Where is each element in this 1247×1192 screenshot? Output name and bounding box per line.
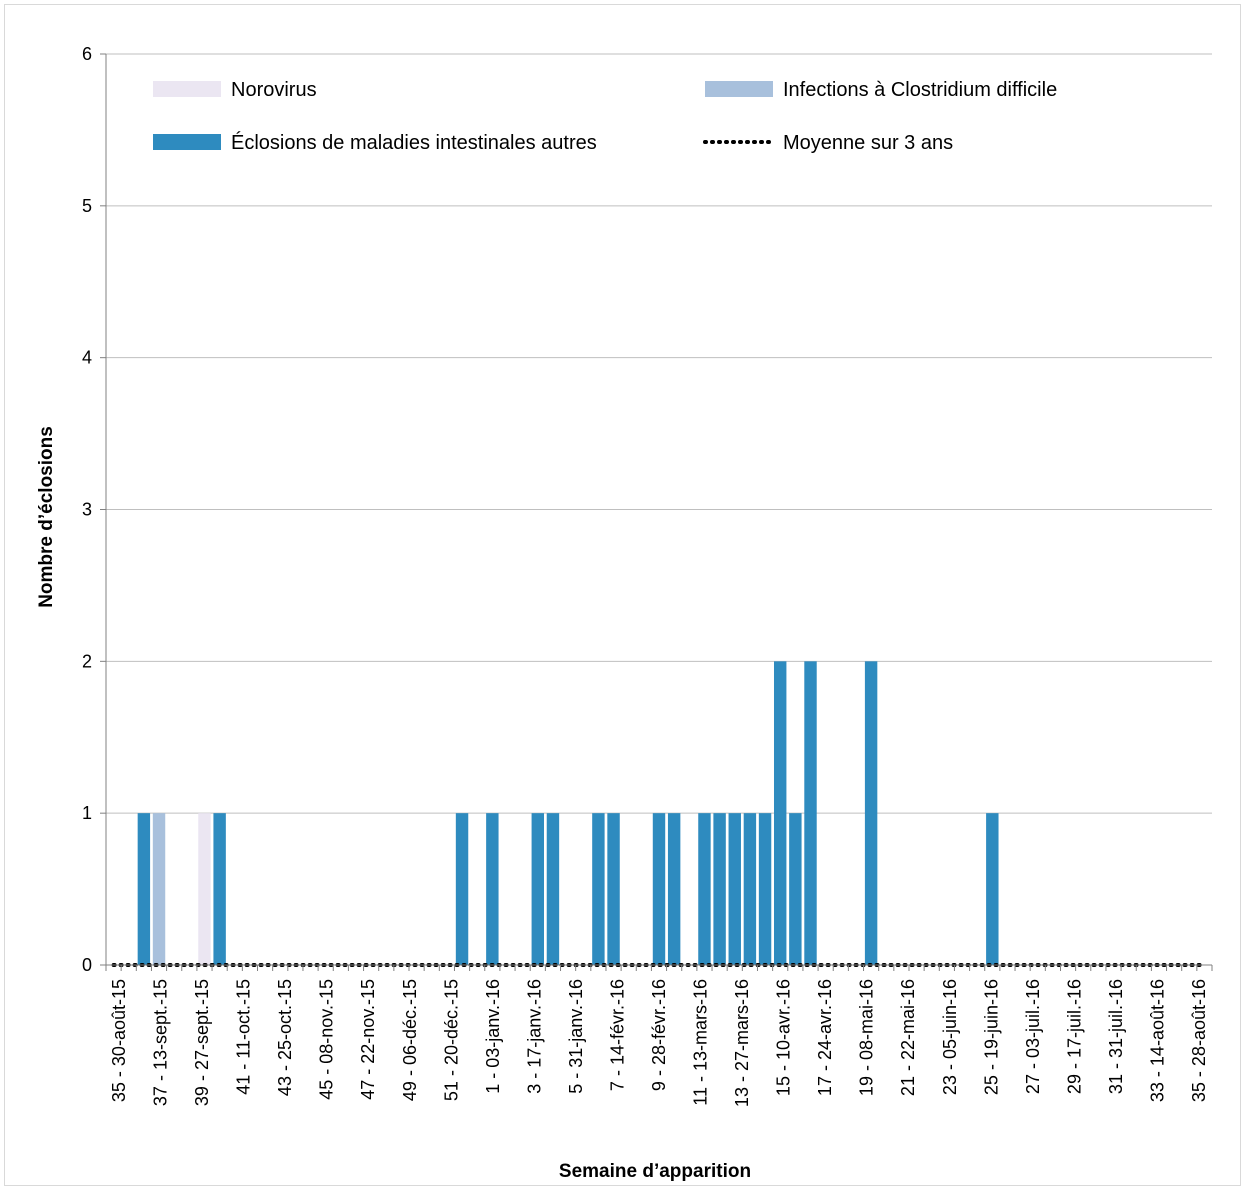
x-tick-label: 27 - 03-juil.-16 [1023, 979, 1043, 1094]
x-tick-label: 35 - 28-août-16 [1189, 979, 1209, 1102]
x-tick-label: 17 - 24-avr.-16 [815, 979, 835, 1096]
x-tick-label: 13 - 27-mars-16 [732, 979, 752, 1107]
bar-segment [789, 813, 802, 965]
x-tick-label: 1 - 03-janv.-16 [483, 979, 503, 1094]
x-tick-label: 25 - 19-juin-16 [981, 979, 1001, 1095]
legend-label: Norovirus [231, 79, 317, 101]
legend-swatch [153, 134, 221, 150]
bar-segment [758, 813, 772, 965]
x-tick-label: 49 - 06-déc.-15 [400, 979, 420, 1101]
x-tick-label: 41 - 11-oct.-15 [234, 979, 254, 1095]
outbreak-chart: 0 1 2 3 4 5 6 35 - 30-août-15 37 - 13-sept.-15 39… [36, 44, 1213, 1182]
bar-segment [773, 661, 787, 965]
x-tick-label: 15 - 10-avr.-16 [774, 979, 794, 1096]
y-tick-label: 2 [82, 651, 92, 671]
x-tick-label: 5 - 31-janv.-16 [566, 979, 586, 1094]
bar-segment [546, 813, 560, 965]
y-axis-title: Nombre d’éclosions [36, 426, 57, 608]
x-tick-label: 19 - 08-mai-16 [857, 979, 877, 1096]
y-tick-label: 6 [82, 44, 92, 64]
legend-label: Moyenne sur 3 ans [783, 132, 953, 154]
bar-segment [743, 813, 757, 965]
y-tick-label: 3 [82, 500, 92, 520]
y-tick-label: 0 [82, 955, 92, 975]
y-tick-label: 1 [82, 803, 92, 823]
bar-segment [607, 813, 620, 965]
bar-segment [667, 813, 681, 965]
x-tick-label: 43 - 25-oct.-15 [275, 979, 295, 1096]
bar-segment [864, 661, 878, 965]
x-axis-title: Semaine d’apparition [559, 1161, 751, 1182]
chart-frame: 0 1 2 3 4 5 6 35 - 30-août-15 37 - 13-sept.-15 39… [4, 4, 1241, 1186]
legend: Norovirus Infections à Clostridium diffic… [153, 79, 1057, 154]
x-tick-label: 31 - 31-juil.-16 [1106, 979, 1126, 1094]
x-tick-label: 39 - 27-sept.-15 [192, 979, 212, 1106]
bar-segment [713, 813, 726, 965]
bar-segment [198, 813, 211, 965]
x-tick-label: 3 - 17-janv.-16 [524, 979, 544, 1094]
legend-swatch [705, 81, 773, 97]
x-tick-label: 33 - 14-août-16 [1148, 979, 1168, 1102]
bar-segment [531, 813, 545, 965]
x-tick-label: 21 - 22-mai-16 [898, 979, 918, 1096]
legend-swatch [153, 81, 221, 97]
bar-segment [137, 813, 151, 965]
bar-segment [986, 813, 999, 965]
axes-layer: 0 1 2 3 4 5 6 35 - 30-août-15 37 - 13-sept.-15 39… [82, 44, 1213, 1107]
bar-segment [592, 813, 605, 965]
x-tick-label: 23 - 05-juin-16 [940, 979, 960, 1095]
bar-segment [804, 661, 817, 965]
x-tick-label: 37 - 13-sept.-15 [151, 979, 171, 1106]
x-tick-label: 45 - 08-nov.-15 [317, 979, 337, 1100]
bars-layer [137, 661, 999, 965]
bar-segment [728, 813, 741, 965]
bar-segment [213, 813, 226, 965]
x-tick-label: 47 - 22-nov.-15 [358, 979, 378, 1100]
y-tick-label: 5 [82, 196, 92, 216]
legend-label: Infections à Clostridium difficile [783, 79, 1057, 101]
bar-segment [652, 813, 666, 965]
y-tick-label: 4 [82, 348, 92, 368]
gridlines [106, 53, 1212, 814]
x-tick-label: 29 - 17-juil.-16 [1064, 979, 1084, 1094]
x-tick-label: 11 - 13-mars-16 [691, 979, 711, 1106]
legend-label: Éclosions de maladies intestinales autre… [231, 131, 597, 154]
bar-segment [486, 813, 499, 965]
x-tick-label: 51 - 20-déc.-15 [441, 979, 461, 1101]
bar-segment [698, 813, 711, 965]
x-tick-label: 7 - 14-févr.-16 [608, 979, 628, 1091]
bar-segment [152, 813, 166, 965]
x-tick-label: 9 - 28-févr.-16 [649, 979, 669, 1091]
bar-segment [455, 813, 469, 965]
x-tick-label: 35 - 30-août-15 [109, 979, 129, 1102]
